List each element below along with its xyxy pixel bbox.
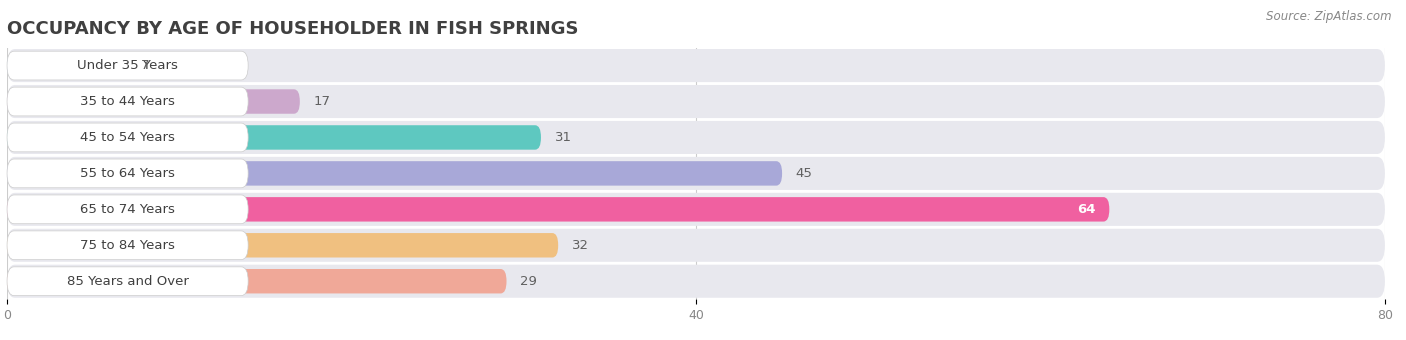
FancyBboxPatch shape (7, 123, 249, 152)
Text: 29: 29 (520, 275, 537, 288)
Text: OCCUPANCY BY AGE OF HOUSEHOLDER IN FISH SPRINGS: OCCUPANCY BY AGE OF HOUSEHOLDER IN FISH … (7, 20, 578, 38)
FancyBboxPatch shape (7, 87, 249, 116)
Text: 65 to 74 Years: 65 to 74 Years (80, 203, 174, 216)
FancyBboxPatch shape (7, 195, 249, 224)
Text: 32: 32 (572, 239, 589, 252)
FancyBboxPatch shape (7, 51, 249, 80)
Text: 85 Years and Over: 85 Years and Over (66, 275, 188, 288)
Text: 75 to 84 Years: 75 to 84 Years (80, 239, 174, 252)
Text: 7: 7 (142, 59, 150, 72)
FancyBboxPatch shape (7, 89, 299, 114)
FancyBboxPatch shape (7, 267, 249, 295)
FancyBboxPatch shape (7, 265, 1385, 298)
FancyBboxPatch shape (7, 193, 1385, 226)
Text: Source: ZipAtlas.com: Source: ZipAtlas.com (1267, 10, 1392, 23)
FancyBboxPatch shape (7, 121, 1385, 154)
FancyBboxPatch shape (7, 159, 249, 188)
FancyBboxPatch shape (7, 229, 1385, 262)
FancyBboxPatch shape (7, 49, 1385, 82)
FancyBboxPatch shape (7, 85, 1385, 118)
Text: 45: 45 (796, 167, 813, 180)
FancyBboxPatch shape (7, 125, 541, 150)
FancyBboxPatch shape (7, 157, 1385, 190)
FancyBboxPatch shape (7, 53, 128, 78)
FancyBboxPatch shape (7, 233, 558, 257)
Text: Under 35 Years: Under 35 Years (77, 59, 179, 72)
Text: 17: 17 (314, 95, 330, 108)
Text: 55 to 64 Years: 55 to 64 Years (80, 167, 174, 180)
FancyBboxPatch shape (7, 161, 782, 186)
Text: 45 to 54 Years: 45 to 54 Years (80, 131, 174, 144)
FancyBboxPatch shape (7, 197, 1109, 222)
FancyBboxPatch shape (7, 269, 506, 293)
FancyBboxPatch shape (7, 231, 249, 260)
Text: 64: 64 (1077, 203, 1095, 216)
Text: 35 to 44 Years: 35 to 44 Years (80, 95, 174, 108)
Text: 31: 31 (555, 131, 572, 144)
